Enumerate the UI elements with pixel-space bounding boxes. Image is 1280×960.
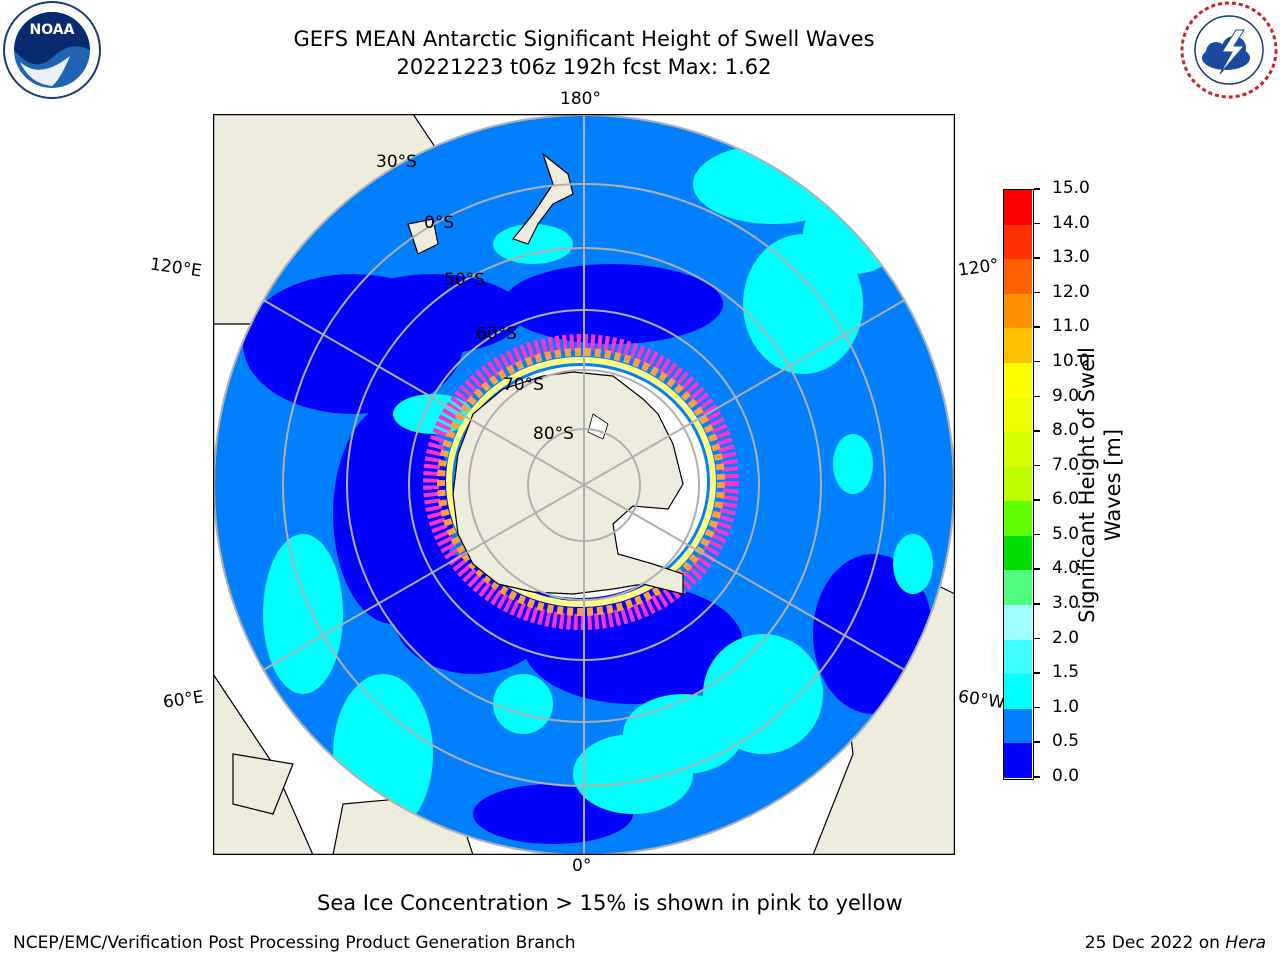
colorbar-tick <box>1034 568 1040 570</box>
colorbar-segment <box>1004 674 1032 709</box>
lat-label-60s: 60°S <box>476 324 517 344</box>
nws-logo-icon <box>1180 1 1278 99</box>
colorbar-tick-label: 5.0 <box>1052 523 1080 544</box>
lon-label-180: 180° <box>560 89 601 109</box>
colorbar-segment <box>1004 570 1032 606</box>
colorbar-tick-label: 0.5 <box>1052 731 1080 752</box>
lat-label-70s: 70°S <box>503 375 544 395</box>
lon-label-0: 0° <box>572 856 592 876</box>
lat-label-50s: 50°S <box>444 270 485 290</box>
noaa-logo-icon: NOAA <box>3 1 101 99</box>
colorbar-segment <box>1004 432 1032 467</box>
colorbar-tick-label: 3.0 <box>1052 593 1080 614</box>
swell-mid-regions <box>263 144 933 834</box>
longitude-gridlines <box>214 115 954 855</box>
colorbar-tick <box>1034 430 1040 432</box>
footer-branch: NCEP/EMC/Verification Post Processing Pr… <box>13 933 576 953</box>
colorbar-segment <box>1004 397 1032 433</box>
antarctica-landmass <box>452 371 684 595</box>
colorbar-tick <box>1034 741 1040 743</box>
colorbar-tick-label: 6.0 <box>1052 489 1080 510</box>
chart-title-line2: 20221223 t06z 192h fcst Max: 1.62 <box>396 55 772 79</box>
colorbar-segment <box>1004 639 1032 675</box>
colorbar-segment <box>1004 224 1032 260</box>
colorbar-tick <box>1034 188 1040 190</box>
colorbar-segment <box>1004 708 1032 744</box>
colorbar-tick-label: 15.0 <box>1052 178 1090 198</box>
footer-host: Hera <box>1225 933 1266 953</box>
colorbar-segment <box>1004 259 1032 294</box>
footer-date-text: 25 Dec 2022 on <box>1084 933 1226 953</box>
colorbar-tick <box>1034 291 1040 294</box>
lon-label-120e: 120°E <box>148 254 203 282</box>
lon-label-60w: 60°W <box>956 686 1007 714</box>
colorbar-tick <box>1034 395 1040 398</box>
colorbar-tick <box>1034 672 1040 674</box>
colorbar-tick <box>1034 637 1040 640</box>
colorbar-segment <box>1004 328 1032 363</box>
colorbar-tick <box>1034 360 1040 363</box>
colorbar-tick-label: 12.0 <box>1052 281 1090 302</box>
polar-map <box>213 114 955 855</box>
lon-label-120w: 120° <box>956 255 1001 281</box>
colorbar-tick-label: 2.0 <box>1052 627 1080 648</box>
colorbar-tick-label: 1.5 <box>1052 662 1080 683</box>
colorbar-segment <box>1004 362 1032 398</box>
lat-label-80s: 80°S <box>533 424 574 444</box>
colorbar-tick <box>1034 499 1040 501</box>
colorbar-tick <box>1034 603 1040 605</box>
colorbar-label-text: Significant Height of Swell Waves [m] <box>1075 347 1125 623</box>
colorbar-tick-label: 8.0 <box>1052 420 1080 441</box>
colorbar-tick-label: 0.0 <box>1052 766 1080 786</box>
colorbar-tick <box>1034 776 1040 778</box>
colorbar-tick-label: 9.0 <box>1052 385 1080 406</box>
colorbar <box>1003 189 1034 780</box>
colorbar-tick-label: 4.0 <box>1052 558 1080 579</box>
lat-label-30s: 30°S <box>376 152 417 172</box>
colorbar-segment <box>1004 293 1032 329</box>
colorbar-tick-label: 1.0 <box>1052 696 1080 717</box>
colorbar-segment <box>1004 535 1032 571</box>
colorbar-tick-label: 11.0 <box>1052 316 1090 337</box>
colorbar-tick <box>1034 222 1040 225</box>
colorbar-tick <box>1034 706 1040 709</box>
footer-date: 25 Dec 2022 on Hera <box>1085 933 1266 953</box>
svg-text:NOAA: NOAA <box>30 22 75 38</box>
lat-label-40s: 0°S <box>424 213 455 233</box>
colorbar-segment <box>1004 743 1032 778</box>
colorbar-tick <box>1034 464 1040 467</box>
colorbar-tick-label: 7.0 <box>1052 454 1080 475</box>
colorbar-tick-label: 10.0 <box>1052 350 1090 371</box>
colorbar-tick-label: 13.0 <box>1052 247 1090 268</box>
colorbar-segment <box>1004 190 1032 225</box>
sea-ice-note: Sea Ice Concentration > 15% is shown in … <box>317 891 903 915</box>
lon-label-60e: 60°E <box>161 687 206 713</box>
colorbar-tick-label: 14.0 <box>1052 212 1090 233</box>
chart-title-line1: GEFS MEAN Antarctic Significant Height o… <box>293 27 875 51</box>
colorbar-tick <box>1034 533 1040 536</box>
colorbar-tick <box>1034 326 1040 328</box>
colorbar-tick <box>1034 257 1040 259</box>
colorbar-segment <box>1004 501 1032 536</box>
colorbar-segment <box>1004 466 1032 502</box>
colorbar-segment <box>1004 605 1032 640</box>
map-frame <box>213 114 955 855</box>
